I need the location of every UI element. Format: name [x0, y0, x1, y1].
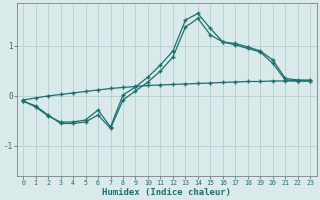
X-axis label: Humidex (Indice chaleur): Humidex (Indice chaleur)	[102, 188, 231, 197]
